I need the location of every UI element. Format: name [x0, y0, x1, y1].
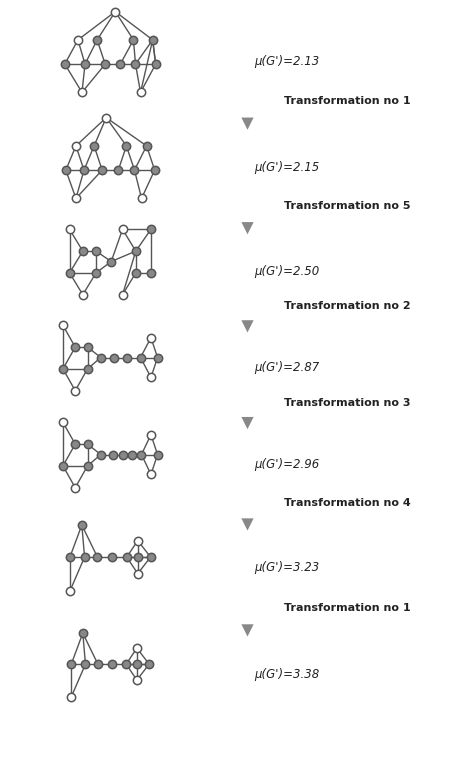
Text: Transformation no 1: Transformation no 1	[284, 96, 410, 106]
Text: μ(G')=2.87: μ(G')=2.87	[254, 361, 320, 373]
Text: μ(G')=2.50: μ(G')=2.50	[254, 265, 320, 278]
Text: Transformation no 4: Transformation no 4	[284, 498, 410, 508]
Text: Transformation no 3: Transformation no 3	[284, 398, 410, 408]
Text: Transformation no 2: Transformation no 2	[284, 301, 410, 311]
Text: μ(G')=3.23: μ(G')=3.23	[254, 561, 320, 574]
Text: μ(G')=2.96: μ(G')=2.96	[254, 458, 320, 471]
Text: μ(G')=2.13: μ(G')=2.13	[254, 55, 320, 68]
Text: μ(G')=3.38: μ(G')=3.38	[254, 668, 320, 681]
Text: Transformation no 1: Transformation no 1	[284, 603, 410, 613]
Text: μ(G')=2.15: μ(G')=2.15	[254, 161, 320, 174]
Text: Transformation no 5: Transformation no 5	[284, 201, 410, 211]
